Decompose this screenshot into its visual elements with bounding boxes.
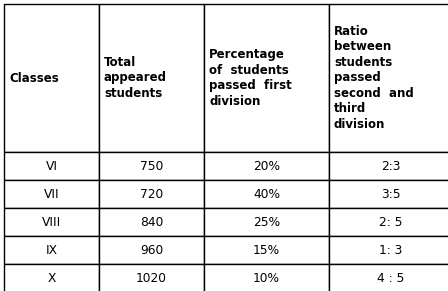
Text: 720: 720 (140, 187, 163, 200)
Text: 25%: 25% (253, 216, 280, 228)
Text: 840: 840 (140, 216, 163, 228)
Text: 2:3: 2:3 (381, 159, 400, 173)
Bar (99, 236, 204, 264)
Text: 750: 750 (140, 159, 163, 173)
Bar (99, 208, 204, 236)
Bar (99, 264, 204, 291)
Text: 10%: 10% (253, 272, 280, 285)
Bar (329, 152, 448, 180)
Text: 1: 3: 1: 3 (379, 244, 402, 256)
Bar (4, 152, 99, 180)
Text: Ratio
between
students
passed
second  and
third
division: Ratio between students passed second and… (334, 25, 414, 131)
Bar (329, 4, 448, 152)
Bar (204, 180, 329, 208)
Bar (4, 236, 99, 264)
Bar (99, 152, 204, 180)
Bar (204, 152, 329, 180)
Text: 20%: 20% (253, 159, 280, 173)
Text: Percentage
of  students
passed  first
division: Percentage of students passed first divi… (209, 48, 292, 108)
Text: VIII: VIII (42, 216, 61, 228)
Text: IX: IX (46, 244, 57, 256)
Bar (204, 264, 329, 291)
Text: 15%: 15% (253, 244, 280, 256)
Bar (204, 236, 329, 264)
Bar (99, 4, 204, 152)
Text: 40%: 40% (253, 187, 280, 200)
Bar (4, 208, 99, 236)
Text: 3:5: 3:5 (381, 187, 401, 200)
Bar (204, 4, 329, 152)
Bar (204, 208, 329, 236)
Text: 960: 960 (140, 244, 163, 256)
Text: 1020: 1020 (136, 272, 167, 285)
Text: Total
appeared
students: Total appeared students (104, 56, 167, 100)
Text: X: X (47, 272, 56, 285)
Text: VI: VI (46, 159, 57, 173)
Bar (4, 180, 99, 208)
Bar (329, 264, 448, 291)
Text: 2: 5: 2: 5 (379, 216, 402, 228)
Bar (4, 264, 99, 291)
Text: VII: VII (44, 187, 59, 200)
Bar (329, 208, 448, 236)
Bar (4, 4, 99, 152)
Text: Classes: Classes (9, 72, 59, 84)
Text: 4 : 5: 4 : 5 (377, 272, 404, 285)
Bar (99, 180, 204, 208)
Bar (329, 180, 448, 208)
Bar (329, 236, 448, 264)
